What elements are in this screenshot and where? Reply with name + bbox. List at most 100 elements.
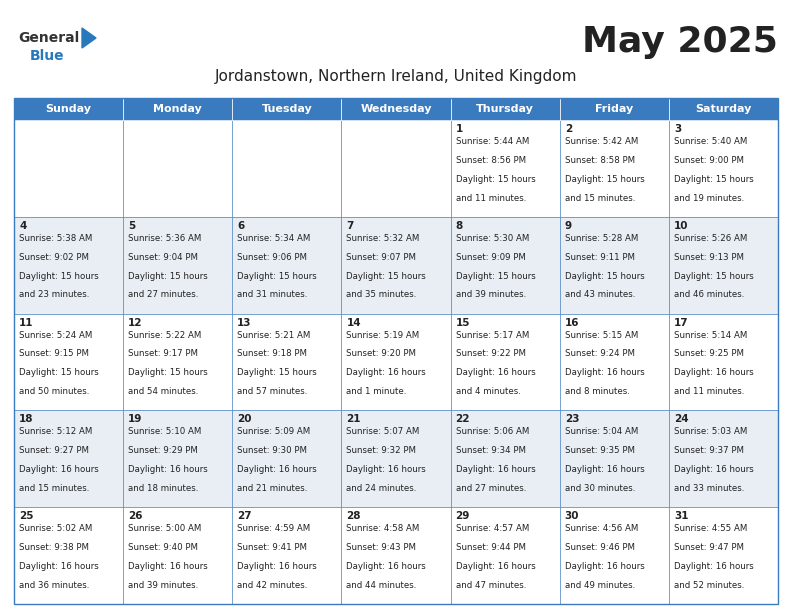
Bar	[560, 217, 669, 313]
Text: Sunset: 9:00 PM: Sunset: 9:00 PM	[674, 156, 744, 165]
Text: and 4 minutes.: and 4 minutes.	[455, 387, 520, 396]
Text: Thursday: Thursday	[476, 104, 534, 114]
Bar	[341, 217, 451, 313]
Text: 20: 20	[238, 414, 252, 424]
Bar	[123, 507, 232, 604]
Text: 17: 17	[674, 318, 688, 327]
Text: 7: 7	[346, 221, 354, 231]
Bar	[669, 411, 778, 507]
Text: Sunset: 8:56 PM: Sunset: 8:56 PM	[455, 156, 526, 165]
Text: Sunset: 9:04 PM: Sunset: 9:04 PM	[128, 253, 198, 262]
Text: Sunrise: 5:32 AM: Sunrise: 5:32 AM	[346, 234, 420, 243]
Text: Sunset: 9:43 PM: Sunset: 9:43 PM	[346, 543, 417, 552]
Text: Sunrise: 4:55 AM: Sunrise: 4:55 AM	[674, 524, 747, 533]
Bar	[669, 507, 778, 604]
Text: Daylight: 16 hours: Daylight: 16 hours	[455, 465, 535, 474]
Text: Daylight: 16 hours: Daylight: 16 hours	[455, 562, 535, 571]
Text: Sunset: 9:09 PM: Sunset: 9:09 PM	[455, 253, 525, 262]
Bar	[451, 411, 560, 507]
Text: 24: 24	[674, 414, 688, 424]
Text: Sunset: 9:06 PM: Sunset: 9:06 PM	[238, 253, 307, 262]
Bar	[232, 313, 341, 411]
Text: Sunset: 9:07 PM: Sunset: 9:07 PM	[346, 253, 417, 262]
Text: and 11 minutes.: and 11 minutes.	[455, 193, 526, 203]
Text: Jordanstown, Northern Ireland, United Kingdom: Jordanstown, Northern Ireland, United Ki…	[215, 69, 577, 83]
Bar	[14, 120, 123, 217]
Bar	[14, 411, 123, 507]
Bar	[123, 313, 232, 411]
Text: Sunrise: 5:14 AM: Sunrise: 5:14 AM	[674, 330, 747, 340]
Text: Daylight: 16 hours: Daylight: 16 hours	[19, 562, 99, 571]
Text: and 39 minutes.: and 39 minutes.	[128, 581, 198, 590]
Text: 26: 26	[128, 511, 143, 521]
Text: Daylight: 15 hours: Daylight: 15 hours	[19, 368, 99, 378]
Bar	[123, 98, 232, 120]
Text: Sunrise: 5:22 AM: Sunrise: 5:22 AM	[128, 330, 201, 340]
Text: Sunset: 9:27 PM: Sunset: 9:27 PM	[19, 446, 89, 455]
Bar	[341, 313, 451, 411]
Text: Sunset: 9:29 PM: Sunset: 9:29 PM	[128, 446, 198, 455]
Text: and 18 minutes.: and 18 minutes.	[128, 484, 199, 493]
Text: and 35 minutes.: and 35 minutes.	[346, 291, 417, 299]
Text: Sunset: 9:38 PM: Sunset: 9:38 PM	[19, 543, 89, 552]
Text: Sunrise: 5:02 AM: Sunrise: 5:02 AM	[19, 524, 93, 533]
Bar	[560, 313, 669, 411]
Bar	[14, 313, 123, 411]
Text: Saturday: Saturday	[695, 104, 752, 114]
Bar	[123, 411, 232, 507]
Text: Tuesday: Tuesday	[261, 104, 312, 114]
Text: Sunrise: 5:34 AM: Sunrise: 5:34 AM	[238, 234, 310, 243]
Text: Sunset: 8:58 PM: Sunset: 8:58 PM	[565, 156, 635, 165]
Text: Sunset: 9:37 PM: Sunset: 9:37 PM	[674, 446, 744, 455]
Text: and 23 minutes.: and 23 minutes.	[19, 291, 89, 299]
Text: Daylight: 16 hours: Daylight: 16 hours	[346, 368, 426, 378]
Bar	[451, 120, 560, 217]
Text: 12: 12	[128, 318, 143, 327]
Text: Daylight: 16 hours: Daylight: 16 hours	[674, 465, 754, 474]
Text: Sunrise: 5:15 AM: Sunrise: 5:15 AM	[565, 330, 638, 340]
Text: Sunrise: 4:56 AM: Sunrise: 4:56 AM	[565, 524, 638, 533]
Text: and 21 minutes.: and 21 minutes.	[238, 484, 307, 493]
Bar	[451, 98, 560, 120]
Text: 9: 9	[565, 221, 572, 231]
Bar	[560, 120, 669, 217]
Text: Daylight: 15 hours: Daylight: 15 hours	[565, 175, 645, 184]
Text: Sunrise: 5:07 AM: Sunrise: 5:07 AM	[346, 427, 420, 436]
Bar	[232, 507, 341, 604]
Text: and 27 minutes.: and 27 minutes.	[455, 484, 526, 493]
Bar	[123, 217, 232, 313]
Text: 21: 21	[346, 414, 361, 424]
Text: Sunrise: 5:24 AM: Sunrise: 5:24 AM	[19, 330, 93, 340]
Text: 19: 19	[128, 414, 143, 424]
Polygon shape	[82, 28, 96, 48]
Text: Daylight: 16 hours: Daylight: 16 hours	[674, 562, 754, 571]
Text: 29: 29	[455, 511, 470, 521]
Text: Sunset: 9:34 PM: Sunset: 9:34 PM	[455, 446, 526, 455]
Bar	[669, 98, 778, 120]
Text: and 49 minutes.: and 49 minutes.	[565, 581, 635, 590]
Bar	[451, 313, 560, 411]
Text: and 42 minutes.: and 42 minutes.	[238, 581, 307, 590]
Text: and 8 minutes.: and 8 minutes.	[565, 387, 630, 396]
Text: 28: 28	[346, 511, 361, 521]
Text: and 27 minutes.: and 27 minutes.	[128, 291, 199, 299]
Text: 14: 14	[346, 318, 361, 327]
Text: Daylight: 16 hours: Daylight: 16 hours	[128, 562, 208, 571]
Text: 18: 18	[19, 414, 33, 424]
Text: Daylight: 15 hours: Daylight: 15 hours	[19, 272, 99, 280]
Text: and 36 minutes.: and 36 minutes.	[19, 581, 89, 590]
Text: Sunset: 9:24 PM: Sunset: 9:24 PM	[565, 349, 634, 359]
Bar	[14, 98, 778, 604]
Text: Daylight: 16 hours: Daylight: 16 hours	[128, 465, 208, 474]
Text: 25: 25	[19, 511, 33, 521]
Text: 15: 15	[455, 318, 470, 327]
Bar	[14, 217, 123, 313]
Text: Daylight: 15 hours: Daylight: 15 hours	[565, 272, 645, 280]
Text: Sunset: 9:17 PM: Sunset: 9:17 PM	[128, 349, 198, 359]
Text: 1: 1	[455, 124, 463, 134]
Text: Sunset: 9:35 PM: Sunset: 9:35 PM	[565, 446, 634, 455]
Bar	[123, 120, 232, 217]
Text: and 43 minutes.: and 43 minutes.	[565, 291, 635, 299]
Text: Sunrise: 5:12 AM: Sunrise: 5:12 AM	[19, 427, 93, 436]
Text: Sunrise: 5:44 AM: Sunrise: 5:44 AM	[455, 137, 529, 146]
